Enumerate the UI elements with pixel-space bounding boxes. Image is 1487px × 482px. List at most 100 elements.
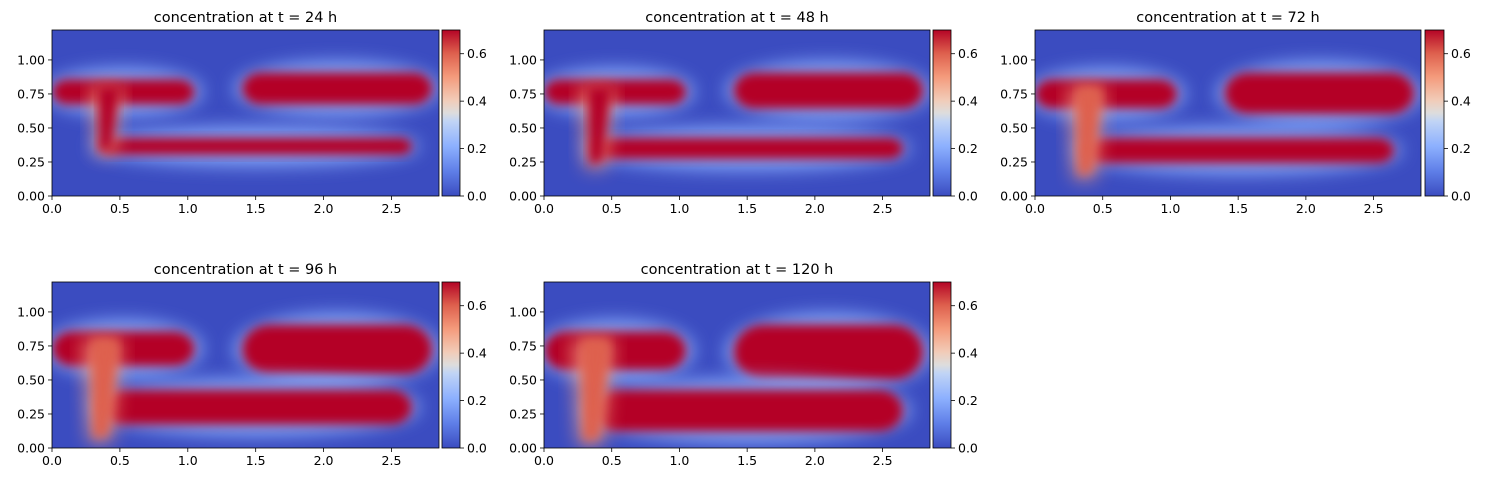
y-tick-label: 0.00 <box>509 441 537 456</box>
x-tick-label: 0.0 <box>42 453 62 468</box>
y-tick-label: 0.75 <box>509 86 537 101</box>
y-tick-label: 0.25 <box>17 406 45 421</box>
colorbar-tick-label: 0.6 <box>958 298 978 313</box>
y-tick-label: 1.00 <box>17 304 45 319</box>
colorbar <box>1424 29 1445 197</box>
region-core-lower-band <box>99 389 412 425</box>
y-tick-label: 0.50 <box>509 372 537 387</box>
colorbar-tick-label: 0.2 <box>467 393 487 408</box>
subplot-3: concentration at t = 72 h 0.0 0.5 1.0 1.5 2.0… <box>1000 10 1471 216</box>
plume-core <box>588 87 611 165</box>
region-core-lower-band <box>1082 137 1394 164</box>
colorbar-tick-label: 0.0 <box>467 441 487 456</box>
colorbar <box>441 281 461 449</box>
colorbar-tick-label: 0.4 <box>467 346 487 361</box>
heatmap-field <box>544 313 930 446</box>
plume-core <box>581 339 611 442</box>
colorbar-tick-label: 0.4 <box>467 94 487 109</box>
y-tick-label: 0.00 <box>509 189 537 204</box>
region-core-upper-right-band <box>242 72 433 105</box>
plume-core <box>98 87 120 152</box>
subplot-title: concentration at t = 24 h <box>154 10 338 26</box>
colorbar-tick-label: 0.6 <box>467 46 487 61</box>
subplot-title: concentration at t = 96 h <box>154 262 338 278</box>
colorbar-tick-label: 0.6 <box>467 298 487 313</box>
y-tick-label: 0.75 <box>1000 86 1028 101</box>
y-tick-label: 0.25 <box>17 154 45 169</box>
subplot-2: concentration at t = 48 h 0.0 0.5 1.0 1.5 2.0… <box>509 10 978 216</box>
x-tick-label: 1.0 <box>669 201 689 216</box>
y-tick-label: 0.75 <box>17 86 45 101</box>
colorbar-tick-label: 0.4 <box>958 346 978 361</box>
x-tick-label: 2.0 <box>805 201 825 216</box>
x-tick-label: 2.0 <box>314 453 334 468</box>
region-core-upper-left-band <box>544 331 687 371</box>
x-tick-label: 1.0 <box>669 453 689 468</box>
y-tick-label: 0.00 <box>17 441 45 456</box>
region-core-lower-band <box>591 389 903 432</box>
x-tick-label: 1.5 <box>246 453 266 468</box>
x-tick-label: 0.5 <box>602 201 622 216</box>
x-tick-label: 2.5 <box>1364 201 1384 216</box>
panels: concentration at t = 24 h 0.0 0.5 1.0 1.5 2.0… <box>17 10 1471 468</box>
colorbar-tick-label: 0.0 <box>958 189 978 204</box>
plume-core <box>92 339 119 439</box>
region-core-upper-left-band <box>1035 79 1178 109</box>
x-tick-label: 0.5 <box>110 453 130 468</box>
x-tick-label: 1.5 <box>1228 201 1248 216</box>
heatmap-field <box>52 313 439 443</box>
region-core-upper-left-band <box>544 79 687 105</box>
colorbar-tick-label: 0.2 <box>958 393 978 408</box>
x-tick-label: 1.5 <box>737 201 757 216</box>
subplot-4: concentration at t = 96 h 0.0 0.5 1.0 1.5 2.0… <box>17 262 487 468</box>
x-tick-label: 0.5 <box>602 453 622 468</box>
subplot-title: concentration at t = 120 h <box>641 262 834 278</box>
region-core-lower-band <box>99 137 412 155</box>
x-tick-label: 2.0 <box>805 453 825 468</box>
heatmap-field <box>52 61 439 166</box>
axes-frame <box>51 29 440 197</box>
x-tick-label: 2.0 <box>314 201 334 216</box>
x-tick-label: 2.5 <box>873 201 893 216</box>
x-tick-label: 1.5 <box>737 453 757 468</box>
y-tick-label: 0.25 <box>509 154 537 169</box>
x-tick-label: 1.0 <box>178 201 198 216</box>
y-tick-label: 1.00 <box>509 304 537 319</box>
x-tick-label: 2.5 <box>873 453 893 468</box>
colorbar <box>441 29 461 197</box>
y-tick-label: 0.50 <box>17 372 45 387</box>
axes-frame <box>1034 29 1422 197</box>
region-core-upper-left-band <box>52 331 195 367</box>
colorbar-tick-label: 0.4 <box>958 94 978 109</box>
colorbar-tick-label: 0.6 <box>1451 46 1471 61</box>
colorbar-tick-label: 0.0 <box>1451 189 1471 204</box>
y-tick-label: 0.75 <box>509 338 537 353</box>
x-tick-label: 0.5 <box>110 201 130 216</box>
subplot-1: concentration at t = 24 h 0.0 0.5 1.0 1.5 2.0… <box>17 10 487 216</box>
y-tick-label: 0.00 <box>17 189 45 204</box>
axes-frame <box>51 281 440 449</box>
subplot-5: concentration at t = 120 h 0.0 0.5 1.0 1.5 2.… <box>509 262 978 468</box>
heatmap-field <box>544 61 930 170</box>
heatmap-field <box>1035 61 1421 180</box>
region-core-upper-right-band <box>733 324 924 380</box>
x-tick-label: 0.0 <box>534 201 554 216</box>
x-tick-label: 2.5 <box>382 453 402 468</box>
y-tick-label: 1.00 <box>509 52 537 67</box>
colorbar-tick-label: 0.4 <box>1451 94 1471 109</box>
colorbar-tick-label: 0.2 <box>467 141 487 156</box>
y-tick-label: 0.25 <box>1000 154 1028 169</box>
x-tick-label: 1.5 <box>246 201 266 216</box>
y-tick-label: 0.50 <box>509 120 537 135</box>
x-tick-label: 2.0 <box>1296 201 1316 216</box>
y-tick-label: 0.25 <box>509 406 537 421</box>
subplot-title: concentration at t = 72 h <box>1136 10 1320 26</box>
colorbar-tick-label: 0.6 <box>958 46 978 61</box>
axes-frame <box>543 29 931 197</box>
region-core-upper-right-band <box>1224 72 1415 115</box>
y-tick-label: 0.50 <box>17 120 45 135</box>
x-tick-label: 1.0 <box>1160 201 1180 216</box>
y-tick-label: 0.75 <box>17 338 45 353</box>
axes-frame <box>543 281 931 449</box>
